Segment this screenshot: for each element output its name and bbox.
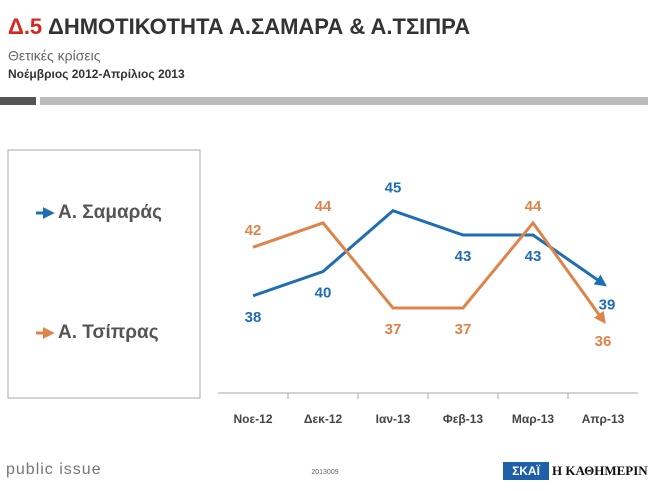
data-label: 38 — [245, 309, 262, 326]
data-label: 39 — [599, 297, 616, 314]
x-tick-label: Δεκ-12 — [304, 412, 343, 426]
data-label: 36 — [595, 333, 612, 350]
footer-brand: public issue — [6, 461, 102, 478]
data-label: 43 — [455, 248, 472, 265]
header-bar — [40, 97, 648, 105]
x-tick-label: Νοε-12 — [233, 412, 272, 426]
title: ΔΗΜΟΤΙΚΟΤΗΤΑ Α.ΣΑΜΑΡΑ & Α.ΤΣΙΠΡΑ — [48, 14, 470, 39]
data-label: 37 — [455, 321, 472, 338]
x-tick-label: Ιαν-13 — [376, 412, 411, 426]
legend-label: Α. Σαμαράς — [58, 202, 162, 223]
data-label: 40 — [315, 284, 332, 301]
logo1: ΣΚΑΪ — [512, 463, 541, 478]
data-label: 45 — [385, 180, 402, 197]
legend-label: Α. Τσίπρας — [58, 322, 159, 343]
data-label: 42 — [245, 222, 262, 239]
title-number: Δ.5 — [8, 14, 42, 39]
data-label: 43 — [525, 248, 542, 265]
logo2: Η ΚΑΘΗΜΕΡΙΝΗ — [552, 463, 648, 478]
series-line — [252, 209, 607, 298]
legend-box — [7, 149, 201, 399]
period: Νοέμβριος 2012-Απρίλιος 2013 — [8, 67, 185, 81]
x-tick-label: Απρ-13 — [582, 412, 625, 426]
footer-code: 2013009 — [311, 469, 338, 476]
data-label: 44 — [525, 198, 542, 215]
series-line — [252, 220, 606, 324]
header-bar-dark — [0, 97, 36, 105]
x-tick-label: Μαρ-13 — [512, 412, 554, 426]
x-tick-label: Φεβ-13 — [443, 412, 484, 426]
logo1-bg — [503, 462, 549, 480]
data-label: 44 — [315, 198, 332, 215]
subtitle: Θετικές κρίσεις — [8, 48, 101, 64]
data-label: 37 — [385, 321, 402, 338]
